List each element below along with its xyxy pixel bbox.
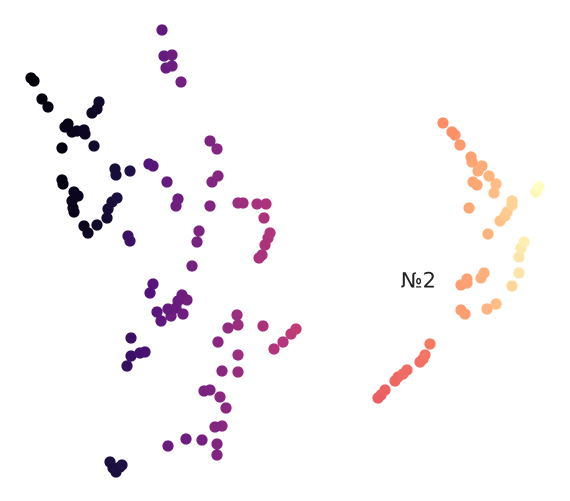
scatter-point	[175, 76, 187, 88]
scatter-point	[28, 75, 40, 87]
scatter-point	[166, 49, 178, 61]
scatter-point	[209, 421, 221, 433]
scatter-point	[483, 170, 495, 182]
scatter-point	[379, 384, 391, 396]
scatter-point	[258, 212, 270, 224]
scatter-point	[220, 402, 232, 414]
scatter-point	[277, 336, 289, 348]
scatter-point	[513, 267, 525, 279]
scatter-point	[91, 219, 103, 231]
scatter-point	[533, 181, 545, 193]
scatter-point	[147, 160, 159, 172]
scatter-point	[211, 438, 223, 450]
scatter-point	[212, 336, 224, 348]
scatter-point	[121, 360, 133, 372]
scatter-point	[104, 456, 116, 468]
annotation-layer: №2	[401, 269, 436, 293]
scatter-point	[56, 174, 68, 186]
scatter-point	[211, 143, 223, 155]
scatter-point	[257, 320, 269, 332]
annotation-label: №2	[401, 269, 436, 293]
scatter-point	[191, 236, 203, 248]
scatter-point	[465, 151, 477, 163]
scatter-point	[88, 140, 100, 152]
scatter-point	[204, 200, 216, 212]
scatter-point	[147, 278, 159, 290]
scatter-point	[186, 260, 198, 272]
scatter-point	[211, 449, 223, 461]
scatter-point	[419, 349, 431, 361]
scatter-point	[424, 338, 436, 350]
scatter-point	[125, 350, 137, 362]
scatter-point	[122, 230, 134, 242]
scatter-point	[237, 197, 249, 209]
points-layer	[25, 24, 545, 478]
scatter-point	[101, 212, 113, 224]
scatter-point	[490, 178, 502, 190]
scatter-point	[231, 309, 243, 321]
scatter-point	[256, 249, 268, 261]
scatter-point	[463, 202, 475, 214]
scatter-point	[268, 343, 280, 355]
scatter-point	[36, 93, 48, 105]
scatter-point	[478, 267, 490, 279]
scatter-point	[176, 289, 188, 301]
scatter-point	[78, 124, 90, 136]
scatter-point	[151, 306, 163, 318]
scatter-point	[446, 126, 458, 138]
scatter-point	[180, 433, 192, 445]
scatter-point	[232, 349, 244, 361]
scatter-point	[401, 364, 413, 376]
scatter-point	[518, 236, 530, 248]
scatter-point	[212, 170, 224, 182]
scatter-point	[116, 459, 128, 471]
scatter-point	[196, 434, 208, 446]
scatter-point	[125, 332, 137, 344]
scatter-point	[124, 165, 136, 177]
scatter-point	[91, 103, 103, 115]
scatter-point	[193, 225, 205, 237]
scatter-point	[162, 440, 174, 452]
scatter-point	[506, 280, 518, 292]
scatter-point	[214, 391, 226, 403]
scatter-point	[264, 227, 276, 239]
scatter-point	[232, 366, 244, 378]
scatter-point	[155, 315, 167, 327]
scatter-point	[454, 139, 466, 151]
scatter-point	[166, 60, 178, 72]
scatter-point	[455, 304, 467, 316]
scatter-point	[290, 323, 302, 335]
scatter-point	[482, 228, 494, 240]
scatter-point	[144, 287, 156, 299]
scatter-point	[68, 186, 80, 198]
scatter-point	[204, 135, 216, 147]
scatter-point	[513, 251, 525, 263]
scatter-point	[161, 176, 173, 188]
scatter-point	[139, 346, 151, 358]
scatter-point	[42, 101, 54, 113]
scatter-point	[476, 160, 488, 172]
scatter-point	[481, 303, 493, 315]
scatter-point	[506, 195, 518, 207]
scatter-point	[260, 198, 272, 210]
scatter-point	[62, 118, 74, 130]
scatter-point	[109, 163, 121, 175]
scatter-point	[251, 198, 263, 210]
scatter-point	[222, 322, 234, 334]
scatter-point	[216, 365, 228, 377]
scatter-point	[488, 187, 500, 199]
scatter-point	[172, 193, 184, 205]
scatter-point	[490, 298, 502, 310]
scatter-point	[467, 176, 479, 188]
scatter-point	[78, 220, 90, 232]
scatter-point	[56, 142, 68, 154]
scatter-point	[111, 192, 123, 204]
scatter-point	[461, 273, 473, 285]
scatter-point	[232, 319, 244, 331]
scatter-point	[437, 117, 449, 129]
scatter-point	[156, 24, 168, 36]
scatter-point	[204, 384, 216, 396]
